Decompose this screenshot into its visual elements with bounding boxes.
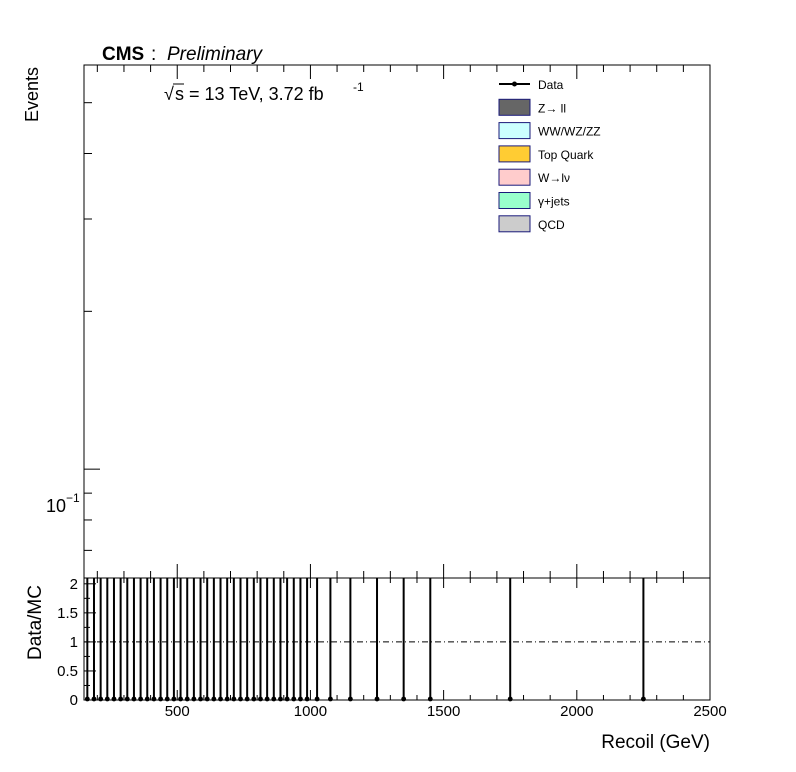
ratio-point <box>124 696 130 702</box>
ratio-point <box>98 696 104 702</box>
main-y-axis-label: Events <box>22 67 42 122</box>
ratio-point <box>507 696 513 702</box>
ratio-points <box>84 578 646 702</box>
ratio-point <box>178 696 183 702</box>
ratio-point <box>171 696 177 702</box>
ratio-point <box>271 696 277 702</box>
legend-label: WW/WZ/ZZ <box>538 125 601 139</box>
legend-label: Z→ ll <box>538 101 566 115</box>
ratio-point <box>84 696 90 702</box>
ratio-point <box>204 696 210 702</box>
ratio-y-tick-label: 1 <box>70 634 78 651</box>
ratio-x-ticks: 500 1000 1500 2000 2500 <box>96 578 727 720</box>
ratio-point <box>278 696 283 702</box>
ratio-point <box>218 696 223 702</box>
ratio-point <box>251 696 257 702</box>
ratio-point <box>224 696 230 702</box>
ratio-point <box>104 696 110 702</box>
ratio-point <box>158 696 163 702</box>
ratio-point <box>164 696 170 702</box>
ratio-y-axis-label: Data/MC <box>25 585 46 660</box>
main-panel-frame <box>83 64 711 579</box>
legend-swatch <box>498 122 531 140</box>
legend-swatch <box>498 192 531 209</box>
ratio-y-ticks: 0 0.5 1 1.5 2 <box>57 576 96 709</box>
ratio-point <box>427 696 433 702</box>
ratio-point <box>264 696 270 702</box>
ratio-point <box>641 696 646 702</box>
ratio-point <box>374 696 380 702</box>
legend-label: γ+jets <box>538 195 570 209</box>
ratio-y-tick-label: 2 <box>70 576 78 593</box>
header-separator: : <box>151 44 156 65</box>
ratio-point <box>238 696 243 702</box>
status-label: Preliminary <box>167 44 264 65</box>
ratio-point <box>244 696 250 702</box>
ratio-y-tick-label: 0.5 <box>57 663 78 680</box>
lumi-exponent: -1 <box>353 80 364 94</box>
ratio-point <box>151 696 157 702</box>
ratio-point <box>111 696 117 702</box>
ratio-y-tick-label: 1.5 <box>57 605 78 622</box>
ratio-point <box>328 696 333 702</box>
ratio-point <box>198 696 203 702</box>
main-y-ticks <box>84 102 100 551</box>
legend-data-marker <box>512 81 517 87</box>
x-tick-label: 2000 <box>560 703 593 720</box>
ratio-point <box>231 696 237 702</box>
ratio-point <box>304 696 310 702</box>
ratio-point <box>131 696 137 702</box>
y-tick-label-base: 10 <box>46 496 66 516</box>
ratio-y-tick-label: 0 <box>70 692 78 709</box>
x-tick-label: 1500 <box>427 703 460 720</box>
y-tick-label-exp: −1 <box>66 491 80 505</box>
legend-swatch <box>498 98 531 116</box>
energy-label: s = 13 TeV, 3.72 fb <box>175 84 324 104</box>
ratio-point <box>401 696 407 702</box>
ratio-point <box>258 696 263 702</box>
main-x-ticks <box>96 65 711 578</box>
ratio-point <box>91 696 97 702</box>
legend-swatch <box>498 168 531 186</box>
ratio-point <box>314 696 320 702</box>
ratio-point <box>211 696 217 702</box>
legend-label: W→lν <box>538 171 570 185</box>
ratio-point <box>347 696 353 702</box>
ratio-panel-frame <box>83 577 711 701</box>
legend-label: Top Quark <box>538 148 594 162</box>
ratio-point <box>144 696 150 702</box>
sqrt-symbol: √ <box>164 84 174 104</box>
ratio-point <box>118 696 124 702</box>
legend-swatch <box>498 215 531 233</box>
experiment-label: CMS <box>102 44 144 65</box>
ratio-point <box>291 696 297 702</box>
legend-label: QCD <box>538 218 565 232</box>
legend-swatch <box>498 145 531 163</box>
ratio-point <box>298 696 303 702</box>
ratio-point <box>284 696 290 702</box>
x-tick-label: 2500 <box>693 703 726 720</box>
x-tick-label: 500 <box>165 703 190 720</box>
x-axis-label: Recoil (GeV) <box>601 732 710 753</box>
legend: Data Z→ ll WW/WZ/ZZ Top Quark W→lν γ+jets QCD <box>498 78 601 233</box>
ratio-point <box>184 696 190 702</box>
ratio-point <box>138 696 144 702</box>
ratio-point <box>191 696 197 702</box>
legend-label: Data <box>538 78 564 92</box>
x-tick-label: 1000 <box>294 703 327 720</box>
